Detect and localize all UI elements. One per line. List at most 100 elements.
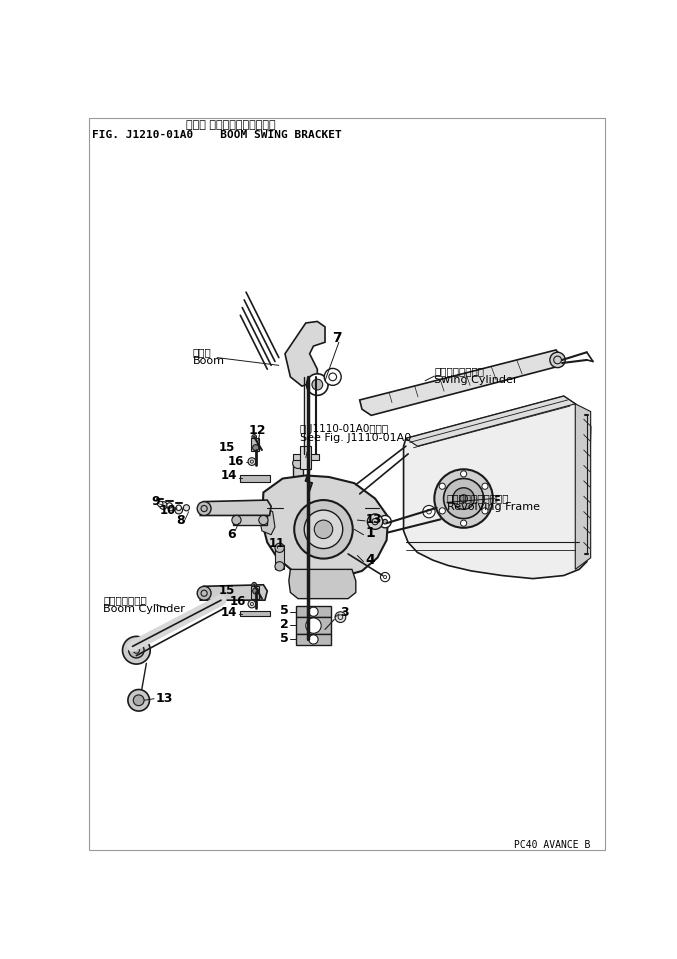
Polygon shape (289, 570, 356, 598)
Circle shape (368, 514, 383, 529)
Text: 12: 12 (248, 424, 266, 437)
Circle shape (167, 503, 172, 508)
Text: 14: 14 (221, 469, 237, 482)
Bar (275, 545, 284, 570)
Circle shape (309, 635, 318, 644)
Circle shape (435, 469, 493, 527)
Circle shape (259, 516, 268, 525)
Circle shape (168, 504, 174, 511)
Circle shape (294, 500, 353, 558)
Circle shape (123, 637, 150, 664)
Bar (233, 516, 267, 525)
Circle shape (380, 573, 390, 582)
Text: Boom Cylinder: Boom Cylinder (104, 603, 185, 614)
Circle shape (128, 690, 150, 711)
Polygon shape (359, 350, 562, 415)
Circle shape (248, 457, 256, 465)
Text: アーム スイング　ブラケット: アーム スイング ブラケット (186, 120, 276, 130)
Circle shape (306, 618, 321, 633)
Polygon shape (296, 618, 331, 634)
Text: スイングシリンダ: スイングシリンダ (435, 366, 484, 377)
Circle shape (248, 600, 256, 608)
Circle shape (460, 520, 466, 526)
Text: See Fig. J1110-01A0: See Fig. J1110-01A0 (300, 433, 411, 443)
Text: レボルビングフレーム: レボルビングフレーム (447, 494, 509, 503)
Bar (251, 586, 259, 598)
Text: ブーム: ブーム (192, 347, 211, 358)
Circle shape (292, 485, 303, 496)
Circle shape (307, 374, 328, 395)
Text: 11: 11 (269, 537, 286, 550)
Polygon shape (259, 507, 275, 535)
Bar (251, 438, 259, 451)
Circle shape (252, 434, 257, 439)
Circle shape (232, 516, 241, 525)
Text: Boom: Boom (192, 356, 225, 365)
Text: 5: 5 (280, 632, 289, 645)
Text: 4: 4 (365, 553, 375, 567)
Polygon shape (406, 396, 575, 446)
Circle shape (275, 562, 284, 571)
Circle shape (129, 643, 144, 658)
Polygon shape (200, 585, 267, 600)
Circle shape (253, 445, 259, 451)
Circle shape (304, 510, 343, 549)
Circle shape (550, 352, 565, 367)
Polygon shape (292, 454, 319, 460)
Text: 3: 3 (341, 606, 349, 619)
Circle shape (160, 502, 167, 509)
Circle shape (253, 588, 259, 594)
Circle shape (423, 505, 435, 518)
Circle shape (312, 379, 323, 390)
Circle shape (275, 543, 284, 552)
Circle shape (439, 483, 445, 489)
Circle shape (133, 695, 144, 706)
Text: FIG. J1210-01A0    BOOM SWING BRACKET: FIG. J1210-01A0 BOOM SWING BRACKET (91, 130, 341, 140)
Text: 15: 15 (219, 584, 235, 597)
Polygon shape (403, 396, 590, 578)
Text: 7: 7 (332, 332, 341, 345)
Circle shape (379, 516, 391, 527)
Text: 9: 9 (151, 495, 160, 508)
Circle shape (197, 586, 211, 600)
Circle shape (158, 502, 163, 506)
Circle shape (183, 504, 190, 511)
Circle shape (460, 495, 467, 503)
Polygon shape (575, 404, 590, 570)
Text: 16: 16 (227, 456, 244, 468)
Circle shape (197, 502, 211, 516)
Text: Swing Cylinder: Swing Cylinder (435, 375, 518, 385)
Circle shape (439, 507, 445, 514)
Polygon shape (301, 446, 311, 469)
Circle shape (292, 457, 303, 469)
Polygon shape (240, 611, 269, 616)
Circle shape (176, 505, 181, 510)
Circle shape (443, 479, 483, 519)
Text: 2: 2 (280, 618, 289, 631)
Text: 14: 14 (221, 606, 237, 619)
Text: 前 J1110-01A0図参照: 前 J1110-01A0図参照 (300, 424, 388, 434)
Text: 5: 5 (280, 604, 289, 618)
Text: 15: 15 (219, 441, 235, 455)
Text: Revolving Frame: Revolving Frame (447, 502, 540, 512)
Circle shape (175, 506, 183, 514)
Circle shape (482, 507, 488, 514)
Circle shape (482, 483, 488, 489)
Text: 6: 6 (227, 528, 236, 541)
Circle shape (383, 520, 387, 524)
Text: 1: 1 (365, 526, 375, 540)
Circle shape (460, 471, 466, 477)
Text: 13: 13 (156, 692, 173, 705)
Circle shape (453, 488, 475, 509)
Text: 8: 8 (176, 514, 185, 526)
Polygon shape (262, 476, 388, 577)
Circle shape (335, 612, 346, 622)
Bar (292, 461, 303, 491)
Circle shape (252, 582, 257, 587)
Polygon shape (200, 500, 271, 516)
Polygon shape (240, 476, 269, 481)
Circle shape (324, 368, 341, 386)
Circle shape (309, 607, 318, 617)
Polygon shape (296, 634, 331, 644)
Circle shape (314, 520, 332, 539)
